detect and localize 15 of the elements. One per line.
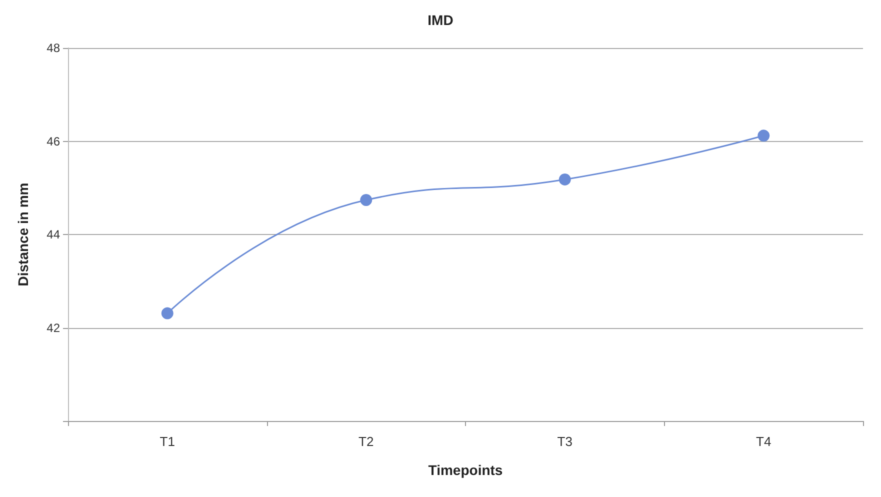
y-tick-label: 44 <box>46 228 60 242</box>
point <box>161 307 174 320</box>
point <box>758 130 770 142</box>
point <box>558 173 571 186</box>
y-tick-label: 48 <box>46 41 60 55</box>
x-tick-label: T3 <box>557 434 572 449</box>
chart-title: IMD <box>428 12 454 28</box>
x-tick-label: T4 <box>756 434 772 449</box>
point <box>360 194 372 206</box>
x-tick-label: T2 <box>358 434 374 449</box>
y-axis-title: Distance in mm <box>15 182 31 286</box>
x-axis-title: Timepoints <box>428 462 503 478</box>
x-tick-label: T1 <box>160 434 175 449</box>
y-tick-label: 42 <box>46 320 60 335</box>
y-tick-label: 46 <box>46 134 60 148</box>
